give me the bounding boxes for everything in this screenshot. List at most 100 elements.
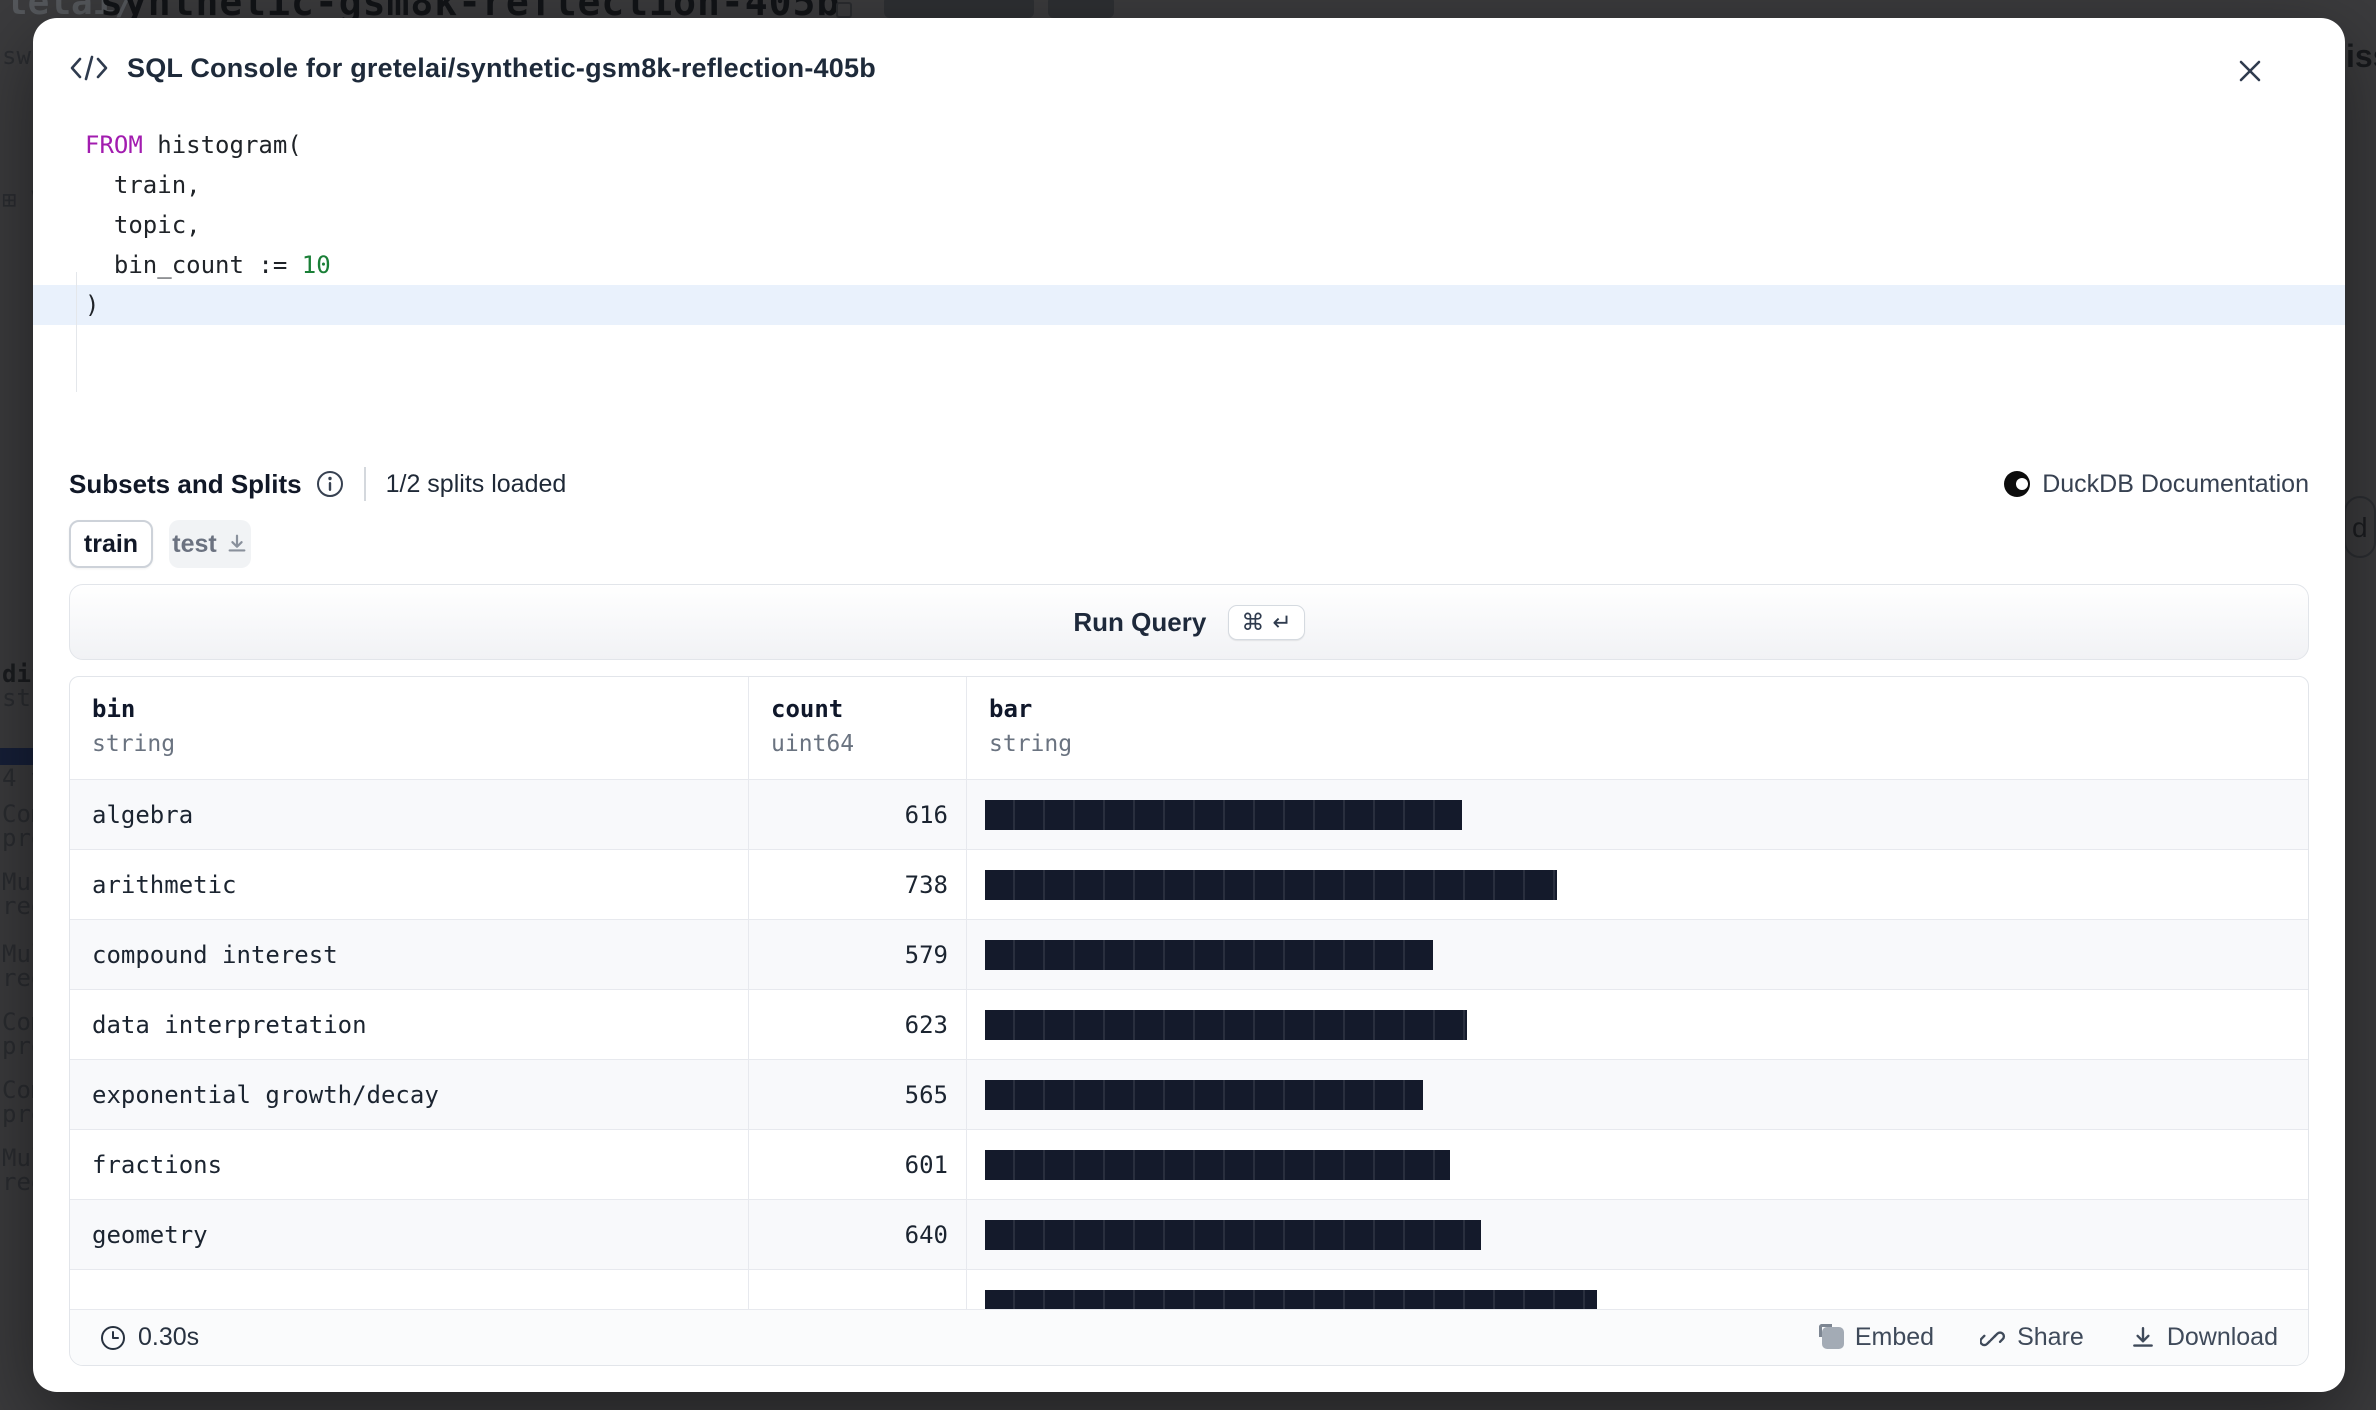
column-header-bar: bar string (967, 677, 2308, 779)
footer-actions: Embed Share Download (1818, 1323, 2278, 1352)
run-query-label: Run Query (1073, 606, 1207, 637)
histogram-bar (985, 799, 1462, 830)
cell-count: 601 (749, 1130, 967, 1199)
background-button-right (2344, 496, 2376, 558)
divider (363, 467, 366, 501)
duckdb-link-label: DuckDB Documentation (2042, 469, 2309, 498)
histogram-bar (985, 939, 1433, 970)
histogram-bar (985, 1079, 1423, 1110)
code-line-5[interactable]: ) (33, 285, 2345, 325)
column-name: bin (92, 695, 136, 723)
return-key-icon: ↵ (1272, 608, 1292, 635)
results-table[interactable]: bin string count uint64 bar string algebra 616… (70, 677, 2308, 1309)
cell-bin: compound interest (70, 920, 749, 989)
histogram-bar (985, 1149, 1450, 1180)
table-row[interactable]: algebra 616 (70, 779, 2308, 849)
sql-editor[interactable]: FROM histogram( train, topic, bin_count … (33, 125, 2345, 392)
modal-title: SQL Console for gretelai/synthetic-gsm8k… (127, 52, 876, 83)
table-row[interactable]: exponential growth/decay 565 (70, 1059, 2308, 1129)
column-header-count: count uint64 (749, 677, 967, 779)
split-selector: train test (69, 520, 251, 568)
column-type: string (92, 731, 176, 757)
subsets-and-splits-row: Subsets and Splits 1/2 splits loaded Duc… (69, 465, 2309, 503)
cell-bar (967, 780, 2308, 849)
histogram-bar (985, 869, 1557, 900)
code-token: topic, (85, 211, 201, 239)
histogram-bar (985, 1219, 1481, 1250)
sql-console-modal: SQL Console for gretelai/synthetic-gsm8k… (33, 18, 2345, 1392)
clock-icon (101, 1325, 125, 1350)
column-type: uint64 (771, 731, 855, 757)
download-icon (2132, 1326, 2153, 1347)
cell-bar (967, 920, 2308, 989)
cell-count (749, 1270, 967, 1309)
code-line-4[interactable]: bin_count := 10 (33, 245, 2345, 285)
cell-count: 738 (749, 850, 967, 919)
duckdb-documentation-link[interactable]: DuckDB Documentation (2004, 470, 2309, 499)
background-selected-row (0, 748, 33, 765)
split-tab-train[interactable]: train (69, 520, 153, 568)
background-text-right: issa (2346, 38, 2376, 74)
table-row[interactable] (70, 1269, 2308, 1309)
background-table-text: sw (2, 42, 31, 70)
duckdb-logo-icon (2004, 471, 2031, 497)
background-pill (1048, 0, 1114, 18)
background-icon (836, 2, 852, 18)
table-row[interactable]: arithmetic 738 (70, 849, 2308, 919)
cell-bar (967, 1130, 2308, 1199)
cell-count: 579 (749, 920, 967, 989)
histogram-bar (985, 1009, 1467, 1040)
code-line-3[interactable]: topic, (33, 205, 2345, 245)
query-duration: 0.30s (138, 1323, 200, 1351)
cell-bin: fractions (70, 1130, 749, 1199)
subsets-title: Subsets and Splits (69, 468, 302, 499)
cell-bar (967, 1200, 2308, 1269)
cell-bar (967, 850, 2308, 919)
cell-bin: exponential growth/decay (70, 1060, 749, 1129)
share-label: Share (2017, 1323, 2084, 1351)
cell-bar (967, 1270, 2308, 1309)
download-button[interactable]: Download (2130, 1323, 2278, 1352)
keyboard-shortcut-badge: ⌘ ↵ (1228, 604, 1305, 640)
info-icon[interactable] (316, 470, 344, 498)
code-token: 10 (301, 251, 331, 279)
column-type: string (989, 731, 1073, 757)
query-results-panel: bin string count uint64 bar string algebra 616… (69, 676, 2309, 1366)
code-token: train, (85, 171, 201, 199)
results-footer: 0.30s Embed Share (70, 1309, 2308, 1365)
embed-icon (1818, 1323, 1844, 1349)
code-brackets-icon (69, 53, 109, 83)
share-link-icon (1980, 1330, 2006, 1346)
table-row[interactable]: geometry 640 (70, 1199, 2308, 1269)
run-query-button[interactable]: Run Query ⌘ ↵ (69, 584, 2309, 660)
download-label: Download (2166, 1323, 2278, 1351)
table-row[interactable]: fractions 601 (70, 1129, 2308, 1199)
cell-bar (967, 1060, 2308, 1129)
table-header-row: bin string count uint64 bar string (70, 677, 2308, 779)
table-row[interactable]: data interpretation 623 (70, 989, 2308, 1059)
indent-guide (76, 272, 77, 392)
background-like-button (884, 0, 1034, 18)
table-row[interactable]: compound interest 579 (70, 919, 2308, 989)
code-token: ) (85, 291, 100, 319)
code-line-2[interactable]: train, (33, 165, 2345, 205)
embed-button[interactable]: Embed (1818, 1323, 1935, 1352)
splits-loaded-status: 1/2 splits loaded (385, 469, 567, 498)
cell-bin: geometry (70, 1200, 749, 1269)
cell-bin: arithmetic (70, 850, 749, 919)
histogram-bar (985, 1289, 1597, 1309)
query-timing: 0.30s (100, 1323, 199, 1352)
close-icon[interactable] (2233, 54, 2267, 88)
code-line-1[interactable]: FROM histogram( (33, 125, 2345, 165)
column-header-bin: bin string (70, 677, 749, 779)
background-button-right-label: d (2352, 512, 2368, 543)
code-token: FROM (85, 131, 143, 159)
cell-count: 616 (749, 780, 967, 849)
embed-label: Embed (1854, 1323, 1935, 1351)
modal-header: SQL Console for gretelai/synthetic-gsm8k… (33, 18, 2345, 118)
code-token: bin_count := (85, 251, 302, 279)
split-tab-test[interactable]: test (169, 520, 251, 568)
split-tab-test-label: test (172, 529, 217, 558)
cell-bin: data interpretation (70, 990, 749, 1059)
share-button[interactable]: Share (1980, 1323, 2084, 1352)
